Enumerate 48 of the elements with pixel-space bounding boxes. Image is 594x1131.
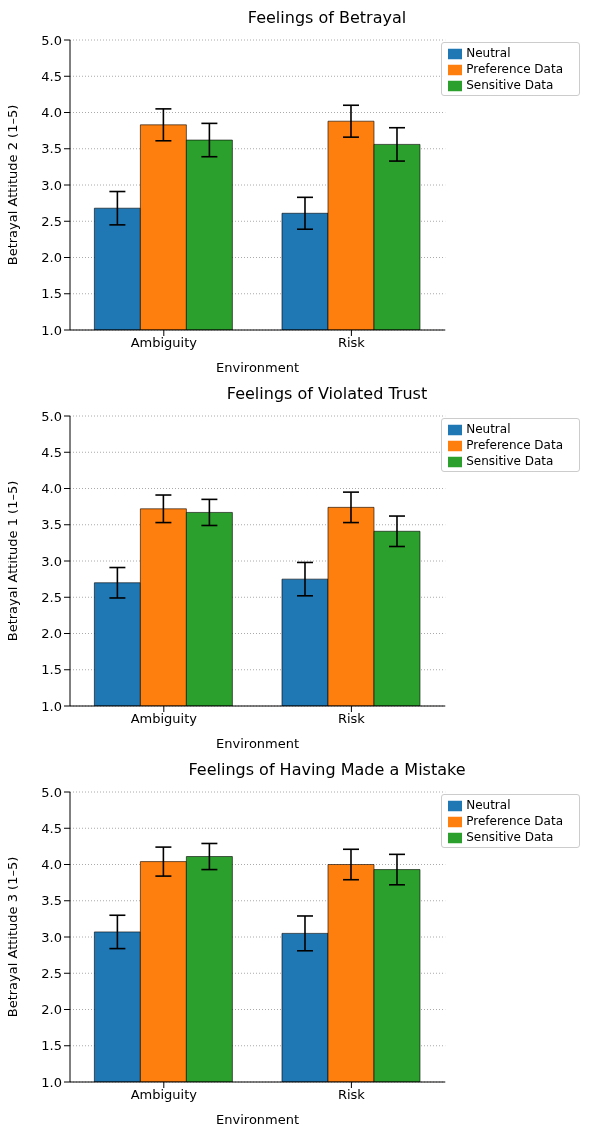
y-tick-label: 4.0 — [41, 857, 62, 873]
legend-label: Sensitive Data — [466, 454, 554, 468]
y-tick-label: 3.0 — [41, 177, 62, 193]
y-tick-label: 2.0 — [41, 1002, 62, 1018]
y-tick-label: 3.5 — [41, 893, 62, 909]
legend-label: Preference Data — [466, 62, 563, 76]
legend-label: Neutral — [466, 46, 511, 60]
y-tick-label: 1.0 — [41, 698, 62, 714]
y-tick-label: 4.0 — [41, 105, 62, 121]
y-tick-label: 5.0 — [41, 32, 62, 48]
x-tick-label: Risk — [337, 711, 366, 727]
chart-title: Feelings of Violated Trust — [225, 384, 429, 405]
x-axis-title: Environment — [216, 360, 300, 375]
x-axis-title: Environment — [216, 736, 300, 751]
y-tick-label: 4.5 — [41, 68, 62, 84]
legend-label: Neutral — [466, 422, 511, 436]
y-tick-label: 2.0 — [41, 250, 62, 266]
legend-label: Preference Data — [466, 814, 563, 828]
legend-label: Preference Data — [466, 438, 563, 452]
y-tick-label: 1.5 — [41, 286, 62, 302]
x-tick-label: Ambiguity — [130, 335, 198, 351]
y-tick-label: 3.0 — [41, 553, 62, 569]
y-tick-label: 1.5 — [41, 662, 62, 678]
y-tick-label: 1.0 — [41, 1074, 62, 1090]
x-tick-label: Risk — [337, 1087, 366, 1103]
y-tick-label: 2.5 — [41, 213, 62, 229]
x-tick-label: Ambiguity — [130, 1087, 198, 1103]
y-tick-label: 1.5 — [41, 1038, 62, 1054]
x-tick-label: Ambiguity — [130, 711, 198, 727]
y-tick-label: 5.0 — [41, 784, 62, 800]
y-tick-label: 3.5 — [41, 517, 62, 533]
y-tick-label: 2.5 — [41, 965, 62, 981]
legend-label: Sensitive Data — [466, 78, 554, 92]
y-tick-label: 4.0 — [41, 481, 62, 497]
x-axis-title: Environment — [216, 1112, 300, 1127]
legend-label: Sensitive Data — [466, 830, 554, 844]
y-tick-label: 3.5 — [41, 141, 62, 157]
y-tick-label: 5.0 — [41, 408, 62, 424]
y-tick-label: 2.5 — [41, 589, 62, 605]
y-tick-label: 3.0 — [41, 929, 62, 945]
chart-title: Feelings of Betrayal — [246, 8, 408, 29]
chart-title: Feelings of Having Made a Mistake — [187, 760, 467, 781]
y-tick-label: 4.5 — [41, 820, 62, 836]
y-tick-label: 2.0 — [41, 626, 62, 642]
y-tick-label: 4.5 — [41, 444, 62, 460]
y-tick-label: 1.0 — [41, 322, 62, 338]
x-tick-label: Risk — [337, 335, 366, 351]
legend-label: Neutral — [466, 798, 511, 812]
